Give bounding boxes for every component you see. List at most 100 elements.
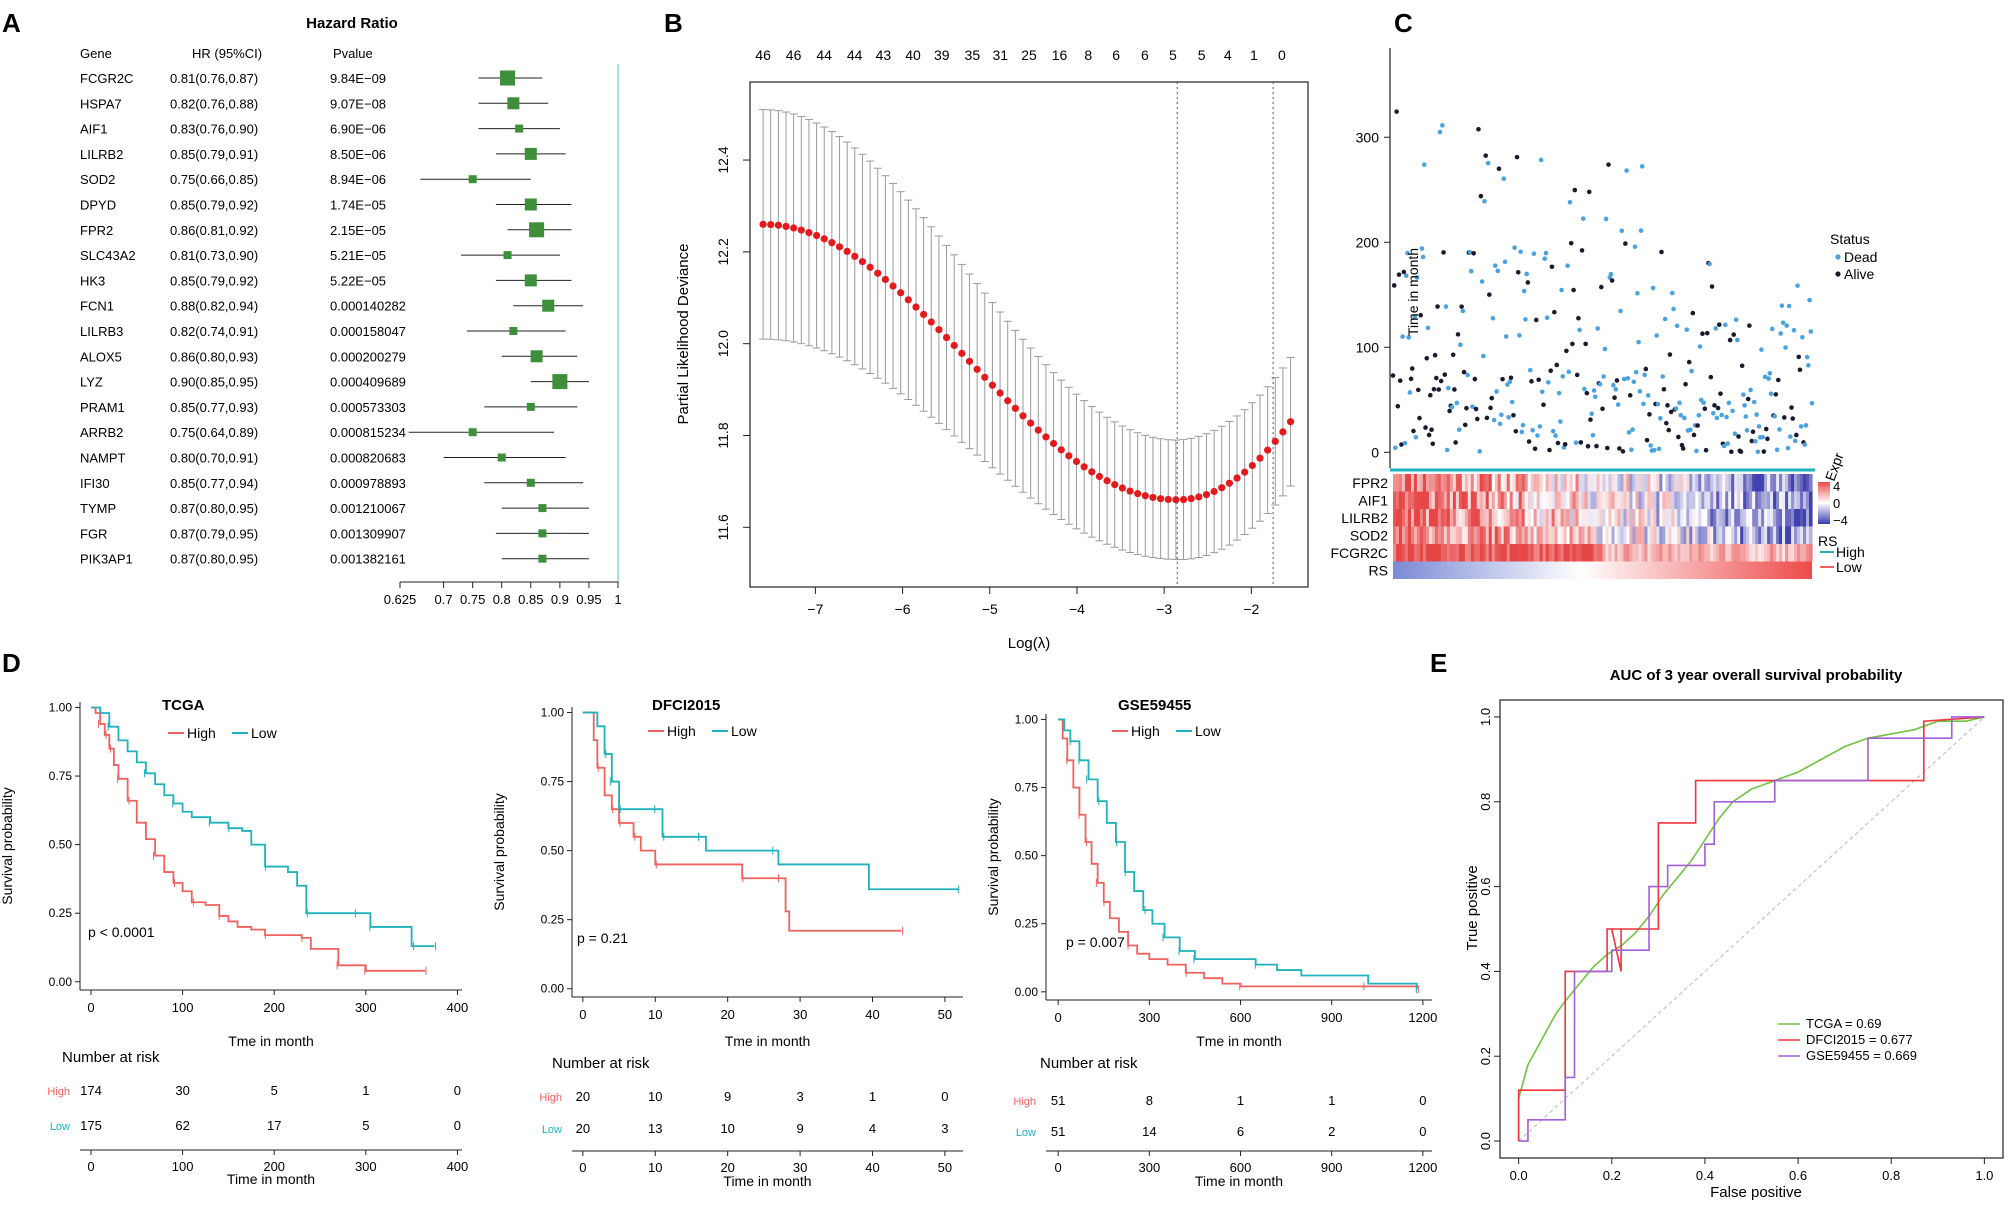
heatmap-cell bbox=[1401, 526, 1406, 544]
km-risk-high-value: 5 bbox=[271, 1083, 278, 1098]
scatter-point-alive bbox=[1554, 362, 1560, 368]
scatter-point-alive bbox=[1555, 440, 1561, 446]
scatter-point-dead bbox=[1565, 263, 1570, 269]
scatter-y-label: Time in month bbox=[1405, 248, 1421, 336]
roc-y-tick-label: 0.6 bbox=[1478, 878, 1493, 896]
scatter-point-dead bbox=[1783, 345, 1788, 350]
heatmap-cell bbox=[1554, 509, 1559, 527]
scatter-point-dead bbox=[1527, 367, 1533, 373]
scatter-point-dead bbox=[1577, 327, 1582, 333]
scatter-point-dead bbox=[1636, 339, 1641, 345]
km-risk-x-tick-label: 100 bbox=[172, 1159, 194, 1174]
heatmap-cell bbox=[1710, 509, 1714, 527]
scatter-point-dead bbox=[1754, 412, 1759, 417]
heatmap-cell bbox=[1482, 509, 1487, 527]
heatmap-cell bbox=[1458, 491, 1463, 509]
lasso-point bbox=[1019, 412, 1027, 420]
heatmap-cell bbox=[1764, 474, 1768, 492]
heatmap-cell bbox=[1393, 474, 1397, 492]
km-risk-high-value: 0 bbox=[941, 1089, 948, 1104]
forest-gene-label: NAMPT bbox=[80, 451, 126, 466]
heatmap-cell bbox=[1470, 509, 1475, 527]
km-x-tick-label: 1200 bbox=[1408, 1010, 1437, 1025]
heatmap-cell bbox=[1647, 509, 1651, 527]
scatter-point-alive bbox=[1736, 434, 1741, 439]
scatter-point-dead bbox=[1689, 368, 1694, 374]
heatmap-cell bbox=[1785, 526, 1789, 544]
heatmap-cell bbox=[1716, 544, 1720, 562]
heatmap-cell bbox=[1806, 544, 1810, 562]
scatter-point-dead bbox=[1444, 447, 1450, 453]
heatmap-cell bbox=[1722, 474, 1726, 492]
heatmap-cell bbox=[1614, 509, 1619, 527]
heatmap-cell bbox=[1680, 544, 1684, 562]
heatmap-cell bbox=[1563, 474, 1568, 492]
heatmap-cell bbox=[1692, 526, 1696, 544]
lasso-top-count: 31 bbox=[992, 47, 1008, 63]
heatmap-cell bbox=[1656, 509, 1660, 527]
km-p-value: p < 0.0001 bbox=[88, 924, 155, 940]
km-risk-high-value: 1 bbox=[869, 1089, 876, 1104]
heatmap-cell bbox=[1653, 509, 1657, 527]
heatmap-cell bbox=[1794, 474, 1798, 492]
km-risk-low-value: 5 bbox=[362, 1118, 369, 1133]
forest-hr-marker bbox=[503, 251, 512, 260]
heatmap-cell bbox=[1545, 544, 1550, 562]
scatter-point-alive bbox=[1623, 241, 1628, 246]
heatmap-cell bbox=[1653, 491, 1657, 509]
heatmap-cell bbox=[1692, 474, 1696, 492]
heatmap-cell bbox=[1539, 544, 1544, 562]
heatmap-cell bbox=[1629, 526, 1634, 544]
heatmap-cell bbox=[1416, 474, 1421, 492]
scatter-point-dead bbox=[1419, 246, 1425, 251]
forest-gene-label: LILRB3 bbox=[80, 324, 123, 339]
lasso-top-count: 40 bbox=[905, 47, 921, 63]
heatmap-cell bbox=[1806, 491, 1810, 509]
heatmap-cell bbox=[1446, 544, 1451, 562]
heatmap-cell bbox=[1578, 544, 1583, 562]
scatter-point-alive bbox=[1600, 406, 1605, 412]
scatter-point-dead bbox=[1760, 434, 1765, 440]
heatmap-cell bbox=[1536, 544, 1541, 562]
scatter-point-dead bbox=[1406, 335, 1411, 340]
heatmap-cell bbox=[1512, 509, 1517, 527]
scatter-point-dead bbox=[1621, 376, 1627, 382]
lasso-point bbox=[950, 341, 958, 350]
heatmap-cell bbox=[1662, 544, 1666, 562]
heatmap-cell bbox=[1476, 474, 1481, 492]
lasso-point bbox=[820, 235, 828, 243]
heatmap-cell bbox=[1761, 526, 1765, 544]
heatmap-cell bbox=[1524, 509, 1529, 527]
heatmap-cell bbox=[1491, 491, 1496, 509]
lasso-point bbox=[1049, 439, 1058, 448]
heatmap-cell bbox=[1509, 526, 1514, 544]
scatter-point-alive bbox=[1773, 392, 1779, 397]
heatmap-row-label: FPR2 bbox=[1352, 475, 1388, 491]
heatmap-cell bbox=[1641, 526, 1645, 544]
scatter-point-alive bbox=[1431, 386, 1437, 392]
heatmap-cell bbox=[1512, 544, 1517, 562]
heatmap-cell bbox=[1401, 509, 1406, 527]
heatmap-cell bbox=[1764, 509, 1768, 527]
heatmap-cell bbox=[1419, 544, 1424, 562]
km-risk-x-tick-label: 900 bbox=[1321, 1160, 1343, 1175]
heatmap-cell bbox=[1407, 526, 1412, 544]
heatmap-cell bbox=[1497, 491, 1502, 509]
heatmap-cell bbox=[1470, 544, 1475, 562]
km-plot-dfci2015: 0 10 20 30 40 500.000.250.500.751.00 DFCI2015H… bbox=[491, 697, 963, 1189]
rs-legend-high: High bbox=[1836, 544, 1865, 560]
heatmap-cell bbox=[1569, 474, 1574, 492]
heatmap-cell bbox=[1401, 474, 1406, 492]
heatmap-cell bbox=[1572, 509, 1577, 527]
km-x-tick-label: 300 bbox=[355, 1000, 377, 1015]
heatmap-cell bbox=[1701, 491, 1705, 509]
scatter-point-alive bbox=[1668, 409, 1674, 415]
km-curve-high bbox=[1058, 718, 1418, 990]
heatmap-cell bbox=[1695, 474, 1699, 492]
scatter-point-dead bbox=[1724, 414, 1729, 420]
heatmap-cell bbox=[1437, 544, 1442, 562]
heatmap-cell bbox=[1527, 509, 1532, 527]
heatmap-cell bbox=[1455, 474, 1460, 492]
lasso-point bbox=[767, 220, 775, 229]
